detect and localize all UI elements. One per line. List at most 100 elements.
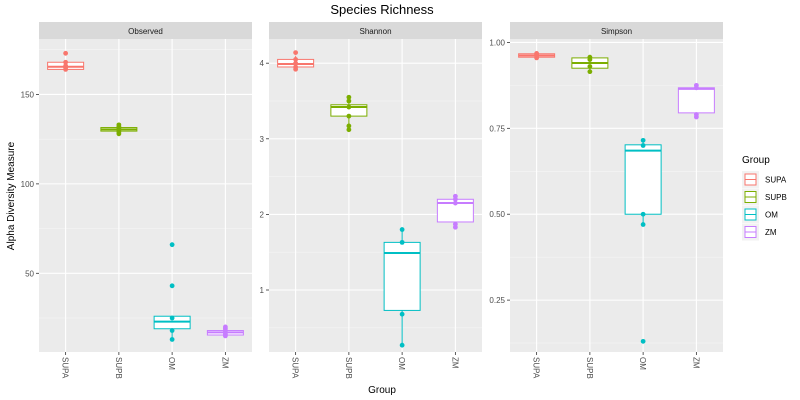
legend-label: SUPA bbox=[765, 176, 787, 185]
data-point bbox=[452, 200, 458, 206]
strip-label: Simpson bbox=[601, 27, 632, 36]
data-point bbox=[399, 311, 405, 317]
data-point bbox=[587, 69, 593, 75]
data-point bbox=[169, 315, 175, 321]
data-point bbox=[640, 137, 646, 143]
data-point bbox=[346, 113, 352, 119]
data-point bbox=[399, 227, 405, 232]
x-tick-label: ZM bbox=[691, 357, 700, 369]
box-om bbox=[624, 137, 662, 344]
y-tick-label: 3 bbox=[260, 135, 265, 144]
strip-simpson bbox=[510, 22, 723, 39]
box-iqr bbox=[624, 144, 662, 215]
y-tick-label: 0.25 bbox=[489, 296, 505, 305]
panel-background bbox=[510, 39, 723, 352]
legend-items: SUPA SUPB OM ZM bbox=[742, 171, 787, 241]
x-tick-label: ZM bbox=[450, 357, 459, 369]
x-tick-label: SUPA bbox=[61, 357, 70, 379]
box-supa bbox=[277, 50, 315, 72]
data-point bbox=[169, 283, 175, 289]
box-zm bbox=[206, 324, 244, 339]
y-tick-label: 0.75 bbox=[489, 124, 505, 133]
x-axis-title: Group bbox=[368, 385, 396, 396]
data-point bbox=[640, 143, 646, 148]
facet-shannon: Shannon 1 2 3 4 SUPA SUPB OM ZM bbox=[260, 22, 482, 379]
x-tick-label: ZM bbox=[220, 357, 229, 369]
x-tick-label: OM bbox=[397, 357, 406, 370]
data-point bbox=[169, 337, 175, 342]
y-tick-label: 1 bbox=[260, 286, 265, 295]
panel-background bbox=[269, 39, 482, 352]
box-om bbox=[383, 227, 421, 348]
box-supb bbox=[330, 94, 368, 133]
x-tick-label: SUPB bbox=[585, 357, 594, 379]
legend-label: SUPB bbox=[765, 193, 787, 202]
data-point bbox=[346, 123, 352, 129]
data-point bbox=[63, 59, 69, 65]
strip-label: Observed bbox=[128, 27, 163, 36]
facet-simpson: Simpson 0.25 0.50 0.75 1.00 SUPA SUPB OM ZM bbox=[489, 22, 723, 379]
x-tick-label: OM bbox=[167, 357, 176, 370]
data-point bbox=[116, 122, 122, 128]
y-tick-label: 50 bbox=[25, 269, 34, 278]
box-zm bbox=[677, 82, 715, 120]
data-point bbox=[587, 64, 593, 69]
data-point bbox=[399, 239, 405, 245]
data-point bbox=[640, 222, 646, 227]
box-supa bbox=[518, 51, 556, 61]
data-point bbox=[693, 82, 699, 88]
box-supb bbox=[571, 54, 609, 75]
y-tick-label: 4 bbox=[260, 59, 265, 68]
y-tick-label: 1.00 bbox=[489, 38, 505, 47]
data-point bbox=[169, 242, 175, 248]
legend-item-supb: SUPB bbox=[742, 188, 787, 206]
box-om bbox=[153, 242, 191, 342]
data-point bbox=[63, 50, 69, 56]
data-point bbox=[346, 127, 352, 133]
x-tick-label: SUPA bbox=[291, 357, 300, 379]
legend-item-om: OM bbox=[742, 206, 778, 223]
data-point bbox=[346, 104, 352, 110]
box-supb bbox=[100, 122, 138, 137]
data-point bbox=[640, 211, 646, 217]
data-point bbox=[222, 324, 228, 330]
data-point bbox=[452, 221, 458, 227]
strip-shannon bbox=[269, 22, 482, 39]
facet-observed: Observed 50 100 150 SUPA SUPB OM ZM bbox=[21, 22, 252, 379]
y-tick-label: 100 bbox=[21, 180, 35, 189]
data-point bbox=[693, 112, 699, 117]
x-tick-label: SUPB bbox=[344, 357, 353, 379]
x-tick-label: SUPB bbox=[114, 357, 123, 379]
data-point bbox=[534, 51, 540, 56]
legend-label: OM bbox=[765, 211, 778, 220]
panel-background bbox=[39, 39, 252, 352]
data-point bbox=[293, 64, 299, 70]
y-tick-label: 0.50 bbox=[489, 210, 505, 219]
data-point bbox=[346, 98, 352, 104]
data-point bbox=[640, 338, 646, 344]
x-tick-label: OM bbox=[638, 357, 647, 370]
legend-item-supa: SUPA bbox=[742, 171, 787, 188]
data-point bbox=[293, 57, 299, 62]
strip-observed bbox=[39, 22, 252, 39]
box-zm bbox=[436, 193, 474, 230]
data-point bbox=[346, 94, 352, 100]
legend-item-zm: ZM bbox=[742, 223, 777, 241]
y-tick-label: 150 bbox=[21, 90, 35, 99]
data-point bbox=[63, 63, 69, 69]
x-tick-label: SUPA bbox=[532, 357, 541, 379]
data-point bbox=[399, 342, 405, 348]
y-axis-title: Alpha Diversity Measure bbox=[6, 141, 17, 250]
box-supa bbox=[47, 50, 85, 72]
legend: Group SUPA SUPB OM ZM bbox=[742, 155, 787, 241]
legend-title: Group bbox=[742, 155, 770, 166]
data-point bbox=[587, 54, 593, 60]
y-tick-label: 2 bbox=[260, 210, 265, 219]
data-point bbox=[169, 328, 175, 333]
data-point bbox=[452, 193, 458, 199]
chart-title: Species Richness bbox=[330, 2, 434, 17]
data-point bbox=[293, 60, 299, 66]
legend-label: ZM bbox=[765, 228, 777, 237]
box-iqr bbox=[677, 87, 715, 114]
